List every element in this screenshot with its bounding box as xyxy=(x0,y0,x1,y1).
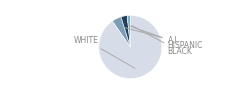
Text: BLACK: BLACK xyxy=(132,26,192,56)
Wedge shape xyxy=(127,15,130,47)
Wedge shape xyxy=(113,17,130,47)
Text: WHITE: WHITE xyxy=(73,36,135,68)
Text: HISPANIC: HISPANIC xyxy=(129,26,203,50)
Wedge shape xyxy=(99,15,162,79)
Wedge shape xyxy=(121,16,130,47)
Text: A.I.: A.I. xyxy=(123,27,180,45)
